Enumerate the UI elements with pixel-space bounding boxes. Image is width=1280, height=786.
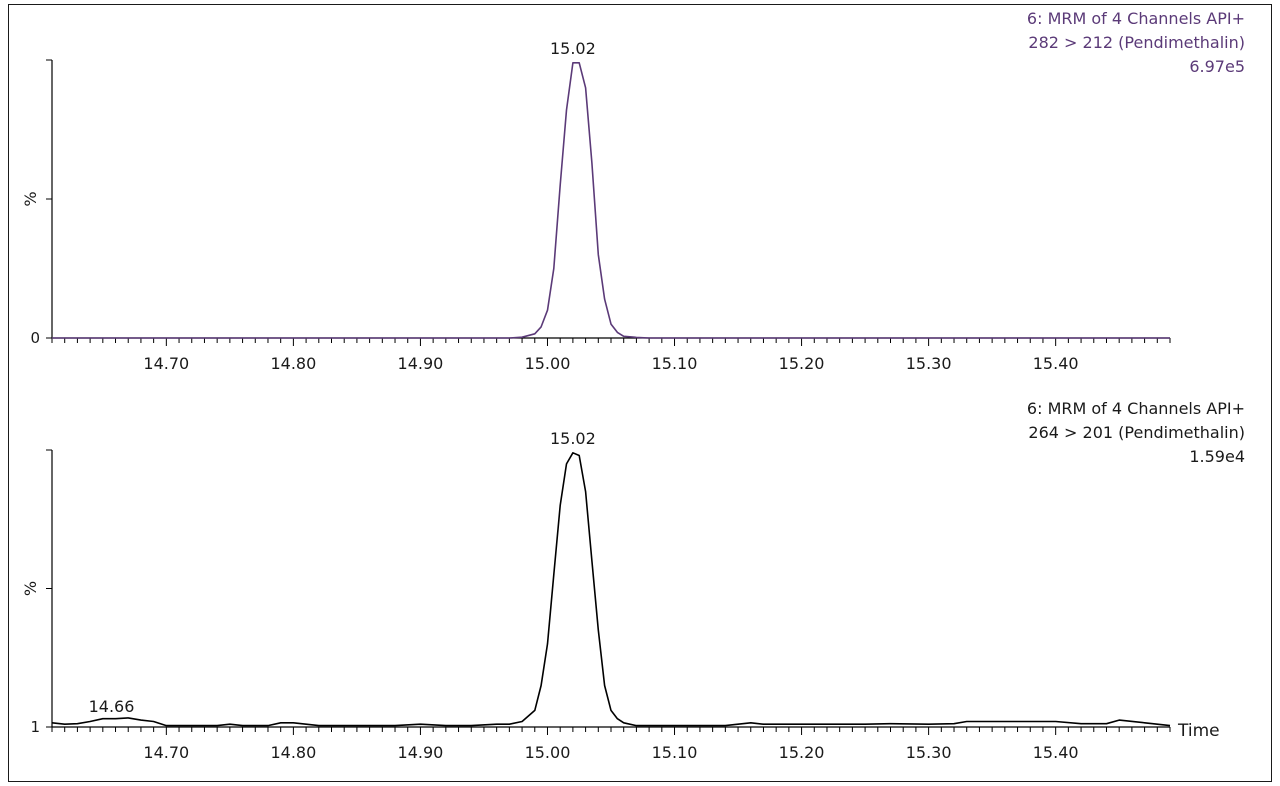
x-tick-label: 14.70 (143, 743, 189, 762)
x-tick-label: 14.70 (143, 354, 189, 373)
y-tick-label: 0 (30, 329, 40, 347)
x-tick-label: 15.00 (525, 354, 571, 373)
x-tick-label: 14.90 (398, 743, 444, 762)
chromatogram-frame (8, 4, 1272, 782)
trace-intensity-label: 1.59e4 (1189, 447, 1245, 466)
y-axis-label: % (21, 581, 40, 596)
trace-function-label: 6: MRM of 4 Channels API+ (1027, 399, 1245, 418)
x-tick-label: 15.40 (1033, 743, 1079, 762)
chromatogram-trace (52, 61, 1170, 339)
x-tick-label: 14.80 (270, 354, 316, 373)
x-tick-label: 15.30 (906, 743, 952, 762)
x-tick-label: 15.20 (779, 743, 825, 762)
y-tick-label: 1 (30, 718, 40, 736)
peak-label: 15.02 (550, 39, 596, 58)
x-tick-label: 15.00 (525, 743, 571, 762)
trace-intensity-label: 6.97e5 (1189, 57, 1245, 76)
x-tick-label: 14.90 (398, 354, 444, 373)
x-tick-label: 14.80 (270, 743, 316, 762)
peak-label: 15.02 (550, 429, 596, 448)
trace-transition-label: 264 > 201 (Pendimethalin) (1028, 423, 1245, 442)
x-tick-label: 15.10 (652, 354, 698, 373)
x-axis-title: Time (1177, 721, 1220, 741)
y-axis-label: % (21, 191, 40, 206)
chromatogram-trace (51, 451, 1171, 727)
minor-peak-label: 14.66 (89, 697, 135, 716)
x-tick-label: 15.30 (906, 354, 952, 373)
trace-transition-label: 282 > 212 (Pendimethalin) (1028, 33, 1245, 52)
x-tick-label: 15.10 (652, 743, 698, 762)
x-tick-label: 15.40 (1033, 354, 1079, 373)
x-tick-label: 15.20 (779, 354, 825, 373)
trace-function-label: 6: MRM of 4 Channels API+ (1027, 9, 1245, 28)
